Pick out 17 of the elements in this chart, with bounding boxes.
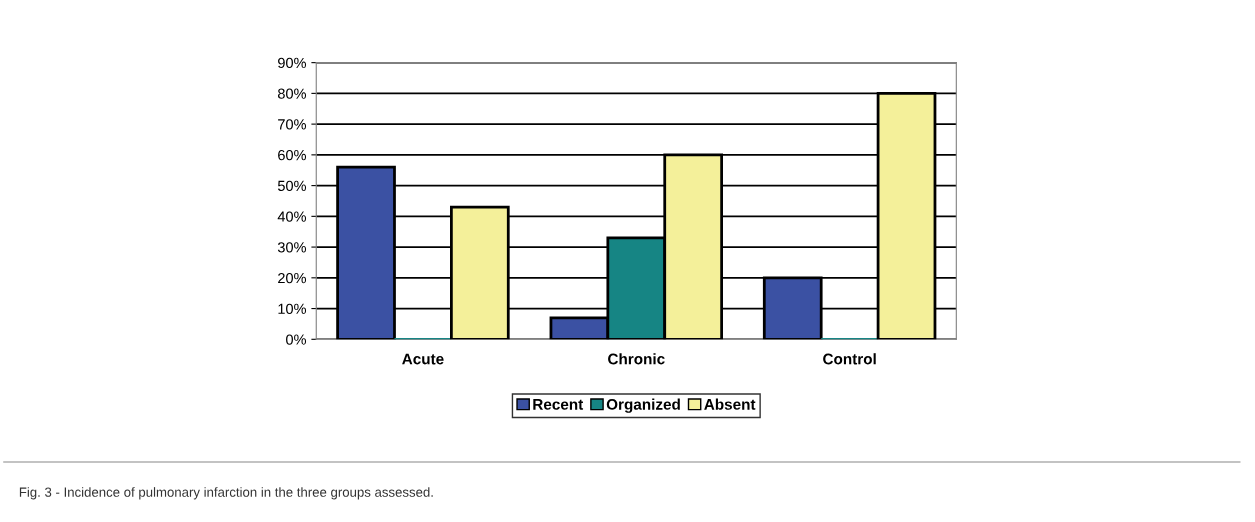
legend-label: Recent — [533, 399, 584, 410]
y-tick-label: 0% — [286, 334, 307, 345]
caption: Fig. 3 - Incidence of pulmonary infarction in the three groups assessed. — [19, 487, 433, 500]
y-tick-label: 30% — [277, 242, 307, 253]
x-tick-label: Control — [823, 353, 876, 365]
y-tick-label: 50% — [277, 180, 307, 192]
y-tick-label: 60% — [278, 149, 307, 161]
legend-label: Organized — [606, 398, 680, 413]
x-tick-label: Chronic — [608, 353, 665, 365]
x-tick-label: Acute — [402, 353, 444, 365]
legend-label: Absent — [704, 398, 756, 410]
y-tick-label: 40% — [277, 211, 307, 222]
y-tick-label: 10% — [278, 303, 307, 314]
y-tick-label: 80% — [277, 88, 307, 99]
y-tick-label: 90% — [278, 57, 307, 69]
y-tick-label: 20% — [278, 272, 307, 284]
y-tick-label: 70% — [278, 119, 307, 130]
